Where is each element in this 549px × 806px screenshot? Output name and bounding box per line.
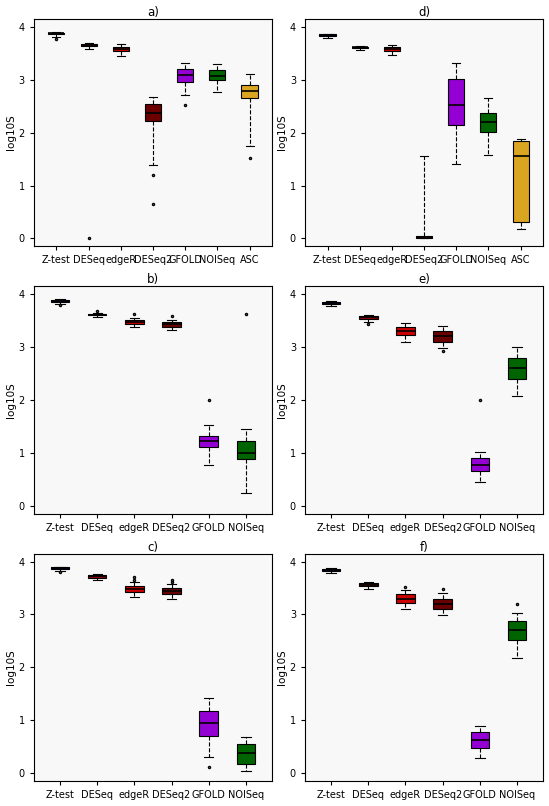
PathPatch shape [480, 113, 496, 131]
PathPatch shape [470, 732, 489, 748]
PathPatch shape [384, 47, 400, 51]
PathPatch shape [322, 569, 340, 571]
PathPatch shape [396, 594, 415, 603]
PathPatch shape [359, 584, 378, 587]
PathPatch shape [145, 103, 161, 121]
PathPatch shape [433, 331, 452, 342]
PathPatch shape [352, 47, 368, 48]
PathPatch shape [48, 32, 64, 34]
PathPatch shape [51, 300, 69, 301]
PathPatch shape [396, 327, 415, 335]
PathPatch shape [209, 70, 226, 80]
PathPatch shape [125, 320, 144, 324]
PathPatch shape [322, 301, 340, 304]
PathPatch shape [81, 44, 97, 47]
PathPatch shape [177, 69, 193, 82]
Title: d): d) [418, 6, 430, 19]
Y-axis label: log10S: log10S [6, 114, 16, 151]
PathPatch shape [448, 79, 464, 125]
PathPatch shape [113, 47, 129, 51]
Title: f): f) [419, 541, 428, 554]
PathPatch shape [433, 599, 452, 609]
PathPatch shape [242, 85, 257, 98]
PathPatch shape [163, 322, 181, 327]
Title: e): e) [418, 273, 430, 286]
Y-axis label: log10S: log10S [6, 650, 16, 685]
Title: b): b) [147, 273, 159, 286]
PathPatch shape [199, 436, 218, 447]
PathPatch shape [416, 236, 432, 239]
PathPatch shape [320, 35, 335, 36]
PathPatch shape [508, 358, 526, 379]
PathPatch shape [470, 458, 489, 472]
PathPatch shape [199, 711, 218, 736]
PathPatch shape [359, 316, 378, 319]
Y-axis label: log10S: log10S [277, 650, 287, 685]
PathPatch shape [163, 588, 181, 594]
PathPatch shape [513, 140, 529, 222]
Y-axis label: log10S: log10S [6, 382, 16, 418]
PathPatch shape [508, 621, 526, 640]
PathPatch shape [88, 575, 107, 578]
PathPatch shape [125, 586, 144, 592]
PathPatch shape [51, 567, 69, 569]
Title: a): a) [147, 6, 159, 19]
PathPatch shape [237, 441, 255, 459]
Y-axis label: log10S: log10S [277, 382, 287, 418]
PathPatch shape [237, 744, 255, 763]
Y-axis label: log10S: log10S [277, 114, 287, 151]
Title: c): c) [148, 541, 159, 554]
PathPatch shape [88, 314, 107, 315]
